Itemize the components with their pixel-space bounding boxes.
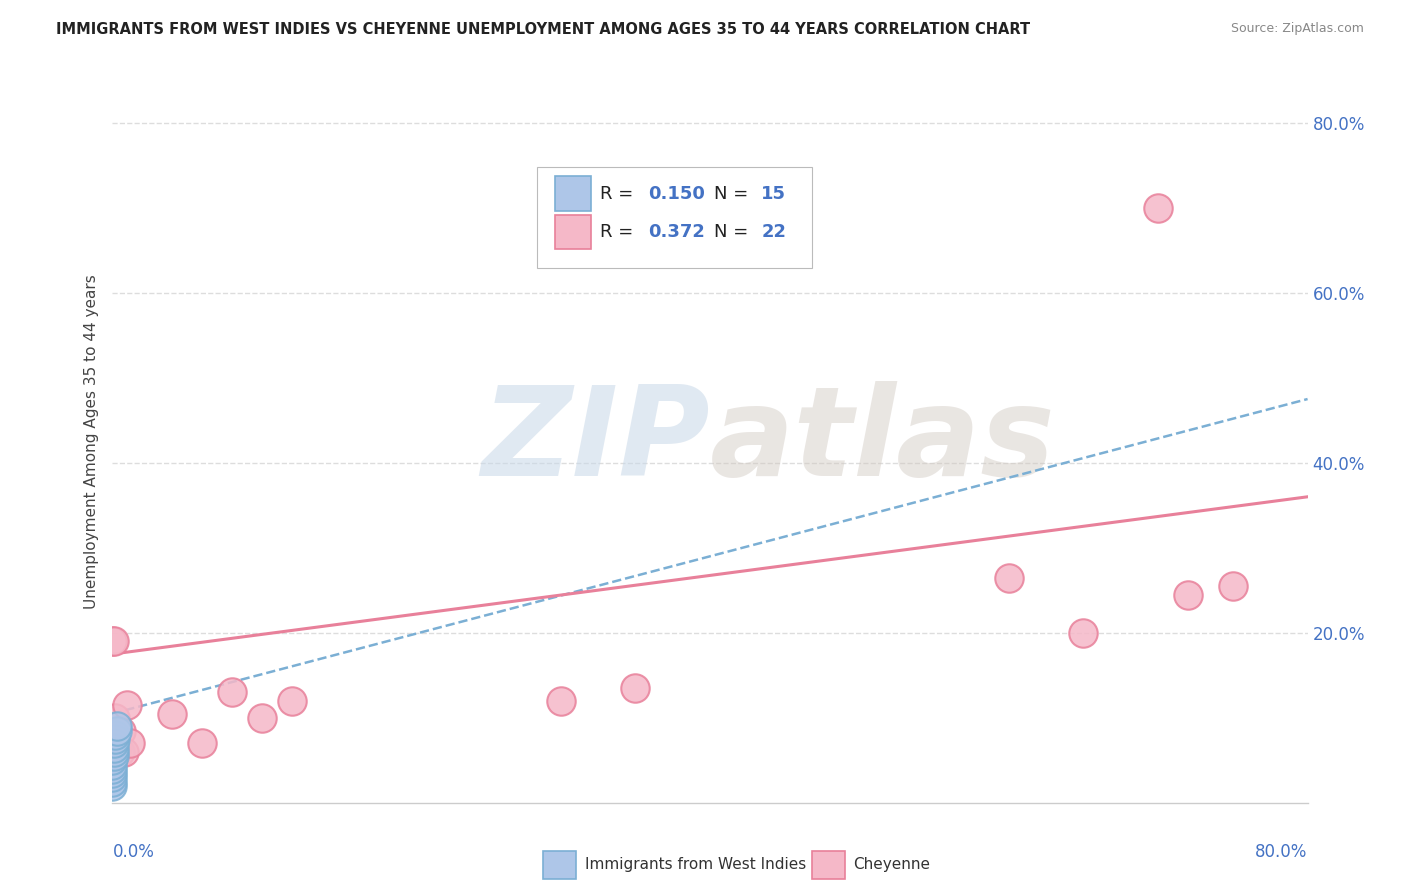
Point: [104, 732, 127, 747]
Point: [103, 736, 125, 750]
Text: R =: R =: [600, 185, 640, 202]
Point: [117, 698, 139, 712]
Text: Cheyenne: Cheyenne: [853, 857, 931, 872]
Text: 22: 22: [762, 223, 786, 241]
Point: [1147, 201, 1170, 215]
Text: Immigrants from West Indies: Immigrants from West Indies: [585, 857, 806, 872]
Point: [103, 749, 125, 764]
FancyBboxPatch shape: [537, 167, 811, 268]
Point: [221, 685, 243, 699]
Point: [1222, 579, 1244, 593]
Point: [998, 570, 1021, 584]
Point: [281, 694, 304, 708]
Point: [103, 634, 125, 648]
Text: atlas: atlas: [710, 381, 1056, 502]
Point: [105, 723, 128, 738]
Text: 0.0%: 0.0%: [112, 843, 155, 861]
Point: [105, 740, 128, 755]
Text: Source: ZipAtlas.com: Source: ZipAtlas.com: [1230, 22, 1364, 36]
Point: [108, 745, 131, 759]
Point: [101, 757, 124, 772]
Point: [101, 766, 124, 780]
Point: [120, 736, 142, 750]
Point: [162, 706, 183, 721]
Point: [191, 736, 214, 750]
Point: [550, 694, 572, 708]
Text: N =: N =: [714, 223, 754, 241]
FancyBboxPatch shape: [543, 851, 576, 879]
FancyBboxPatch shape: [554, 215, 591, 250]
Point: [250, 711, 273, 725]
Text: 0.372: 0.372: [648, 223, 704, 241]
Point: [101, 779, 124, 793]
Text: 15: 15: [762, 185, 786, 202]
FancyBboxPatch shape: [554, 177, 591, 211]
Point: [103, 740, 125, 755]
Point: [1073, 625, 1095, 640]
Point: [110, 723, 132, 738]
Text: IMMIGRANTS FROM WEST INDIES VS CHEYENNE UNEMPLOYMENT AMONG AGES 35 TO 44 YEARS C: IMMIGRANTS FROM WEST INDIES VS CHEYENNE …: [56, 22, 1031, 37]
Point: [101, 770, 124, 784]
Point: [101, 762, 124, 776]
Y-axis label: Unemployment Among Ages 35 to 44 years: Unemployment Among Ages 35 to 44 years: [83, 274, 98, 609]
Text: 80.0%: 80.0%: [1256, 843, 1308, 861]
Point: [104, 728, 127, 742]
Point: [101, 634, 124, 648]
FancyBboxPatch shape: [811, 851, 845, 879]
Text: 0.150: 0.150: [648, 185, 704, 202]
Point: [1177, 588, 1199, 602]
Text: N =: N =: [714, 185, 754, 202]
Point: [114, 745, 135, 759]
Point: [624, 681, 647, 695]
Point: [104, 711, 127, 725]
Point: [101, 774, 124, 789]
Point: [103, 749, 125, 764]
Text: R =: R =: [600, 223, 640, 241]
Point: [101, 753, 124, 767]
Point: [103, 745, 125, 759]
Text: ZIP: ZIP: [481, 381, 710, 502]
Point: [105, 719, 128, 733]
